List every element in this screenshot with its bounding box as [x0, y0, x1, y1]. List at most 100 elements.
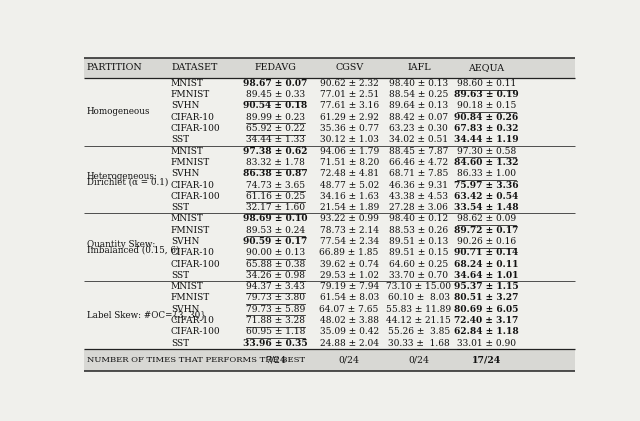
Text: 98.67 ± 0.07: 98.67 ± 0.07: [243, 79, 308, 88]
Text: SST: SST: [171, 136, 189, 144]
Text: 83.32 ± 1.78: 83.32 ± 1.78: [246, 158, 305, 167]
Text: 64.60 ± 0.25: 64.60 ± 0.25: [389, 260, 449, 269]
Text: 98.40 ± 0.12: 98.40 ± 0.12: [389, 214, 449, 224]
Text: 88.53 ± 0.26: 88.53 ± 0.26: [389, 226, 449, 234]
Text: 90.84 ± 0.26: 90.84 ± 0.26: [454, 113, 519, 122]
Text: 65.88 ± 0.38: 65.88 ± 0.38: [246, 260, 305, 269]
Text: 90.00 ± 0.13: 90.00 ± 0.13: [246, 248, 305, 257]
Text: 29.53 ± 1.02: 29.53 ± 1.02: [319, 271, 379, 280]
Text: CIFAR-100: CIFAR-100: [171, 192, 221, 201]
Text: 95.37 ± 1.15: 95.37 ± 1.15: [454, 282, 519, 291]
Bar: [84, 58, 575, 78]
Text: CIFAR-10: CIFAR-10: [171, 181, 215, 189]
Text: DATASET: DATASET: [172, 63, 218, 72]
Text: AEQUA: AEQUA: [468, 63, 505, 72]
Text: 30.12 ± 1.03: 30.12 ± 1.03: [320, 136, 379, 144]
Text: SVHN: SVHN: [171, 101, 199, 110]
Text: 33.01 ± 0.90: 33.01 ± 0.90: [457, 338, 516, 348]
Text: 46.36 ± 9.31: 46.36 ± 9.31: [389, 181, 449, 189]
Text: 72.40 ± 3.17: 72.40 ± 3.17: [454, 316, 519, 325]
Text: FMNIST: FMNIST: [171, 226, 210, 234]
Text: 21.54 ± 1.89: 21.54 ± 1.89: [319, 203, 379, 212]
Text: 80.69 ± 6.05: 80.69 ± 6.05: [454, 305, 519, 314]
Text: 94.37 ± 3.43: 94.37 ± 3.43: [246, 282, 305, 291]
Text: 64.07 ± 7.65: 64.07 ± 7.65: [319, 305, 379, 314]
Text: 90.71 ± 0.14: 90.71 ± 0.14: [454, 248, 519, 257]
Text: 94.06 ± 1.79: 94.06 ± 1.79: [319, 147, 379, 156]
Text: 98.60 ± 0.11: 98.60 ± 0.11: [457, 79, 516, 88]
Text: 88.45 ± 7.87: 88.45 ± 7.87: [389, 147, 449, 156]
Text: 77.61 ± 3.16: 77.61 ± 3.16: [319, 101, 379, 110]
Text: 89.63 ± 0.19: 89.63 ± 0.19: [454, 90, 519, 99]
Text: 77.54 ± 2.34: 77.54 ± 2.34: [319, 237, 379, 246]
Text: 88.54 ± 0.25: 88.54 ± 0.25: [389, 90, 449, 99]
Text: 60.95 ± 1.18: 60.95 ± 1.18: [246, 327, 305, 336]
Text: CIFAR-10: CIFAR-10: [171, 113, 215, 122]
Text: 30.33 ±  1.68: 30.33 ± 1.68: [388, 338, 450, 348]
Text: 62.84 ± 1.18: 62.84 ± 1.18: [454, 327, 519, 336]
Text: 77.01 ± 2.51: 77.01 ± 2.51: [319, 90, 379, 99]
Text: 34.64 ± 1.01: 34.64 ± 1.01: [454, 271, 519, 280]
Text: FMNIST: FMNIST: [171, 90, 210, 99]
Text: 61.29 ± 2.92: 61.29 ± 2.92: [320, 113, 379, 122]
Text: 35.09 ± 0.42: 35.09 ± 0.42: [319, 327, 379, 336]
Text: 79.73 ± 3.80: 79.73 ± 3.80: [246, 293, 305, 302]
Text: CIFAR-100: CIFAR-100: [171, 124, 221, 133]
Text: 86.38 ± 0.87: 86.38 ± 0.87: [243, 169, 308, 178]
Text: 17/24: 17/24: [472, 356, 501, 365]
Text: 72.48 ± 4.81: 72.48 ± 4.81: [319, 169, 379, 178]
Text: 78.73 ± 2.14: 78.73 ± 2.14: [319, 226, 379, 234]
Text: 89.51 ± 0.13: 89.51 ± 0.13: [389, 237, 449, 246]
Text: 79.19 ± 7.94: 79.19 ± 7.94: [319, 282, 379, 291]
Text: PARTITION: PARTITION: [87, 63, 143, 72]
Text: 93.22 ± 0.99: 93.22 ± 0.99: [320, 214, 379, 224]
Text: 35.36 ± 0.77: 35.36 ± 0.77: [319, 124, 379, 133]
Text: 68.71 ± 7.85: 68.71 ± 7.85: [389, 169, 449, 178]
Text: 86.33 ± 1.00: 86.33 ± 1.00: [457, 169, 516, 178]
Text: 63.42 ± 0.54: 63.42 ± 0.54: [454, 192, 519, 201]
Text: Homogeneous: Homogeneous: [87, 107, 150, 116]
Text: SVHN: SVHN: [171, 305, 199, 314]
Text: CIFAR-10: CIFAR-10: [171, 248, 215, 257]
Text: MNIST: MNIST: [171, 79, 204, 88]
Text: 71.88 ± 3.28: 71.88 ± 3.28: [246, 316, 305, 325]
Text: 32.17 ± 1.60: 32.17 ± 1.60: [246, 203, 305, 212]
Text: FMNIST: FMNIST: [171, 293, 210, 302]
Text: CIFAR-100: CIFAR-100: [171, 260, 221, 269]
Text: 61.54 ± 8.03: 61.54 ± 8.03: [319, 293, 379, 302]
Text: 61.16 ± 0.25: 61.16 ± 0.25: [246, 192, 305, 201]
Text: 90.18 ± 0.15: 90.18 ± 0.15: [457, 101, 516, 110]
Text: 33.54 ± 1.48: 33.54 ± 1.48: [454, 203, 519, 212]
Text: 39.62 ± 0.74: 39.62 ± 0.74: [319, 260, 379, 269]
Text: 98.40 ± 0.13: 98.40 ± 0.13: [389, 79, 449, 88]
Text: 33.96 ± 0.35: 33.96 ± 0.35: [243, 338, 308, 348]
Text: 24.88 ± 2.04: 24.88 ± 2.04: [319, 338, 379, 348]
Text: 34.16 ± 1.63: 34.16 ± 1.63: [319, 192, 379, 201]
Text: 84.60 ± 1.32: 84.60 ± 1.32: [454, 158, 519, 167]
Text: 7/24: 7/24: [265, 356, 286, 365]
Text: 65.92 ± 0.22: 65.92 ± 0.22: [246, 124, 305, 133]
Text: Quantity Skew:: Quantity Skew:: [87, 240, 156, 248]
Text: 34.44 ± 1.33: 34.44 ± 1.33: [246, 136, 305, 144]
Text: 66.46 ± 4.72: 66.46 ± 4.72: [389, 158, 449, 167]
Text: 75.97 ± 3.36: 75.97 ± 3.36: [454, 181, 519, 189]
Text: 90.59 ± 0.17: 90.59 ± 0.17: [243, 237, 308, 246]
Text: 73.10 ± 15.00: 73.10 ± 15.00: [387, 282, 451, 291]
Text: 98.62 ± 0.09: 98.62 ± 0.09: [457, 214, 516, 224]
Text: FEDAVG: FEDAVG: [255, 63, 296, 72]
Text: 98.69 ± 0.10: 98.69 ± 0.10: [243, 214, 308, 224]
Text: 34.44 ± 1.19: 34.44 ± 1.19: [454, 136, 519, 144]
Text: FMNIST: FMNIST: [171, 158, 210, 167]
Text: 0/24: 0/24: [339, 356, 360, 365]
Text: 71.51 ± 8.20: 71.51 ± 8.20: [319, 158, 379, 167]
Text: 55.83 ± 11.89: 55.83 ± 11.89: [387, 305, 451, 314]
Text: Label Skew: #OC={3, 30}: Label Skew: #OC={3, 30}: [87, 310, 205, 320]
Text: 89.99 ± 0.23: 89.99 ± 0.23: [246, 113, 305, 122]
Text: 90.62 ± 2.32: 90.62 ± 2.32: [320, 79, 378, 88]
Text: 68.24 ± 0.11: 68.24 ± 0.11: [454, 260, 519, 269]
Text: 67.83 ± 0.32: 67.83 ± 0.32: [454, 124, 519, 133]
Text: SVHN: SVHN: [171, 169, 199, 178]
Text: CIFAR-100: CIFAR-100: [171, 327, 221, 336]
Text: MNIST: MNIST: [171, 282, 204, 291]
Text: CIFAR-10: CIFAR-10: [171, 316, 215, 325]
